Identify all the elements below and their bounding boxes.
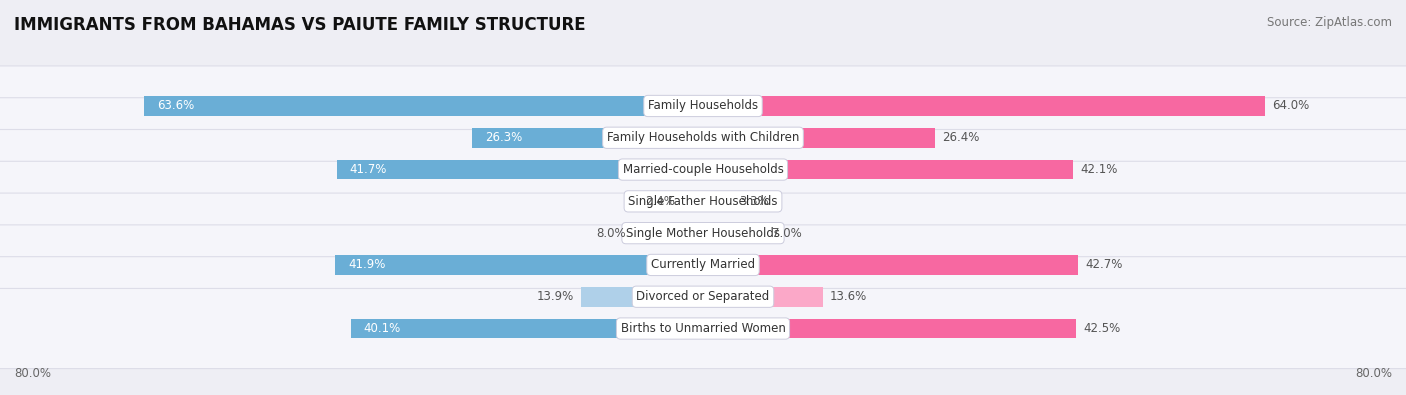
Text: 7.0%: 7.0%	[772, 227, 801, 240]
Bar	[703, 287, 823, 307]
Text: 3.3%: 3.3%	[740, 195, 769, 208]
Text: 40.1%: 40.1%	[364, 322, 401, 335]
Text: 8.0%: 8.0%	[596, 227, 626, 240]
Text: 63.6%: 63.6%	[157, 100, 194, 113]
Text: Family Households: Family Households	[648, 100, 758, 113]
FancyBboxPatch shape	[0, 130, 1406, 210]
Text: 42.5%: 42.5%	[1084, 322, 1121, 335]
Text: IMMIGRANTS FROM BAHAMAS VS PAIUTE FAMILY STRUCTURE: IMMIGRANTS FROM BAHAMAS VS PAIUTE FAMILY…	[14, 16, 586, 34]
Text: 26.3%: 26.3%	[485, 131, 522, 144]
FancyBboxPatch shape	[0, 98, 1406, 178]
Bar	[703, 255, 1078, 275]
Bar	[350, 319, 703, 339]
FancyBboxPatch shape	[0, 257, 1406, 337]
Bar	[682, 192, 703, 211]
Text: Currently Married: Currently Married	[651, 258, 755, 271]
Text: 41.9%: 41.9%	[349, 258, 385, 271]
FancyBboxPatch shape	[0, 225, 1406, 305]
Text: Married-couple Households: Married-couple Households	[623, 163, 783, 176]
Bar	[703, 96, 1265, 116]
Text: 42.1%: 42.1%	[1080, 163, 1118, 176]
FancyBboxPatch shape	[0, 66, 1406, 146]
Bar	[335, 255, 703, 275]
Bar	[703, 160, 1073, 179]
Text: Family Households with Children: Family Households with Children	[607, 131, 799, 144]
Bar	[633, 223, 703, 243]
Bar	[472, 128, 703, 148]
Text: Single Father Households: Single Father Households	[628, 195, 778, 208]
Bar	[145, 96, 703, 116]
FancyBboxPatch shape	[0, 288, 1406, 369]
Text: Source: ZipAtlas.com: Source: ZipAtlas.com	[1267, 16, 1392, 29]
Text: 41.7%: 41.7%	[350, 163, 387, 176]
Bar	[703, 128, 935, 148]
Bar	[581, 287, 703, 307]
Bar	[703, 192, 733, 211]
Text: 80.0%: 80.0%	[14, 367, 51, 380]
Bar	[703, 319, 1077, 339]
Text: 26.4%: 26.4%	[942, 131, 980, 144]
Text: Single Mother Households: Single Mother Households	[626, 227, 780, 240]
Text: 13.6%: 13.6%	[830, 290, 866, 303]
FancyBboxPatch shape	[0, 161, 1406, 241]
Bar	[703, 223, 765, 243]
Text: 64.0%: 64.0%	[1272, 100, 1309, 113]
Text: Divorced or Separated: Divorced or Separated	[637, 290, 769, 303]
Text: 80.0%: 80.0%	[1355, 367, 1392, 380]
Text: 13.9%: 13.9%	[537, 290, 574, 303]
Bar	[336, 160, 703, 179]
Text: Births to Unmarried Women: Births to Unmarried Women	[620, 322, 786, 335]
FancyBboxPatch shape	[0, 193, 1406, 273]
Text: 2.4%: 2.4%	[645, 195, 675, 208]
Text: 42.7%: 42.7%	[1085, 258, 1122, 271]
